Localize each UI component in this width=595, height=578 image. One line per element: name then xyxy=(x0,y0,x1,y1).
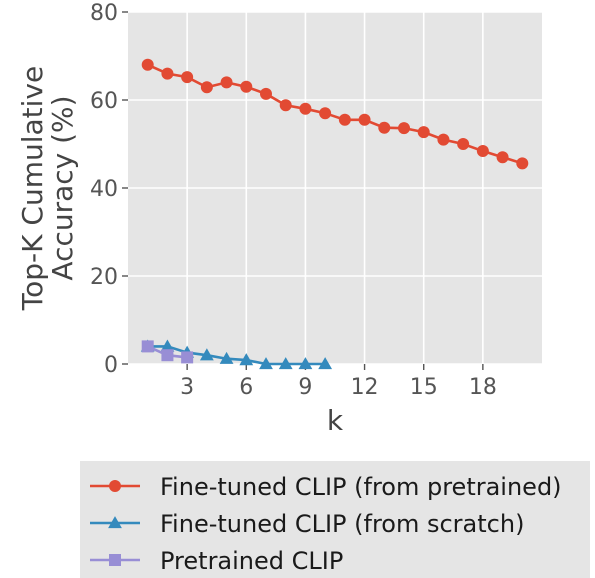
data-point xyxy=(496,151,509,164)
x-tick-label: 9 xyxy=(298,375,312,400)
data-point xyxy=(279,99,292,112)
data-point xyxy=(239,353,254,366)
data-point xyxy=(298,357,313,370)
legend-marker xyxy=(108,516,122,529)
x-tick-label: 18 xyxy=(469,375,497,400)
data-point xyxy=(200,81,213,94)
axis-ticks: 0 20 40 60 80 3 6 9 12 15 18 xyxy=(90,1,497,400)
legend: Fine-tuned CLIP (from pretrained) Fine-tu… xyxy=(80,461,590,578)
data-point xyxy=(338,113,351,126)
data-point xyxy=(240,80,253,93)
legend-marker xyxy=(109,554,121,566)
y-axis-label-line: Accuracy (%) xyxy=(46,95,79,280)
legend-box xyxy=(80,461,590,578)
x-tick-label: 15 xyxy=(410,375,438,400)
data-point xyxy=(220,76,233,89)
legend-entry: Pretrained CLIP xyxy=(90,547,343,575)
legend-label: Fine-tuned CLIP (from scratch) xyxy=(160,510,524,538)
data-point xyxy=(278,357,293,370)
data-point xyxy=(181,71,194,84)
data-point xyxy=(437,133,450,146)
data-point xyxy=(319,107,332,120)
y-tick-label: 0 xyxy=(104,353,118,378)
y-tick-label: 60 xyxy=(90,89,118,114)
data-point xyxy=(259,357,273,370)
x-tick-label: 6 xyxy=(239,375,253,400)
x-tick-label: 12 xyxy=(351,375,379,400)
series-layer xyxy=(140,58,529,370)
y-tick-label: 40 xyxy=(90,177,118,202)
y-tick-label: 80 xyxy=(90,1,118,26)
data-point xyxy=(398,122,410,135)
data-point xyxy=(141,340,154,353)
data-point xyxy=(219,351,234,364)
series-3 xyxy=(141,340,194,364)
data-point xyxy=(160,339,175,352)
data-point xyxy=(141,58,154,71)
x-axis-label: k xyxy=(327,404,344,437)
y-tick-label: 20 xyxy=(90,265,118,290)
legend-label: Fine-tuned CLIP (from pretrained) xyxy=(160,473,562,501)
data-point xyxy=(516,157,529,170)
legend-entry: Fine-tuned CLIP (from scratch) xyxy=(90,510,524,538)
data-point xyxy=(417,126,430,139)
data-point xyxy=(181,351,194,364)
legend-marker xyxy=(109,480,121,492)
data-point xyxy=(457,138,470,150)
y-axis-label-line: Top-K Cumulative xyxy=(16,66,49,311)
series-1 xyxy=(141,58,529,170)
data-point xyxy=(476,145,489,158)
data-point xyxy=(318,357,333,370)
data-point xyxy=(378,121,391,134)
data-point xyxy=(161,67,174,80)
data-point xyxy=(299,102,312,115)
data-point xyxy=(161,349,174,362)
x-tick-label: 3 xyxy=(180,375,194,400)
legend-entry: Fine-tuned CLIP (from pretrained) xyxy=(90,473,562,501)
legend-label: Pretrained CLIP xyxy=(160,547,343,575)
data-point xyxy=(358,113,371,126)
series-line xyxy=(147,345,326,366)
data-point xyxy=(260,87,272,100)
data-point xyxy=(199,348,214,361)
grid xyxy=(128,11,542,365)
